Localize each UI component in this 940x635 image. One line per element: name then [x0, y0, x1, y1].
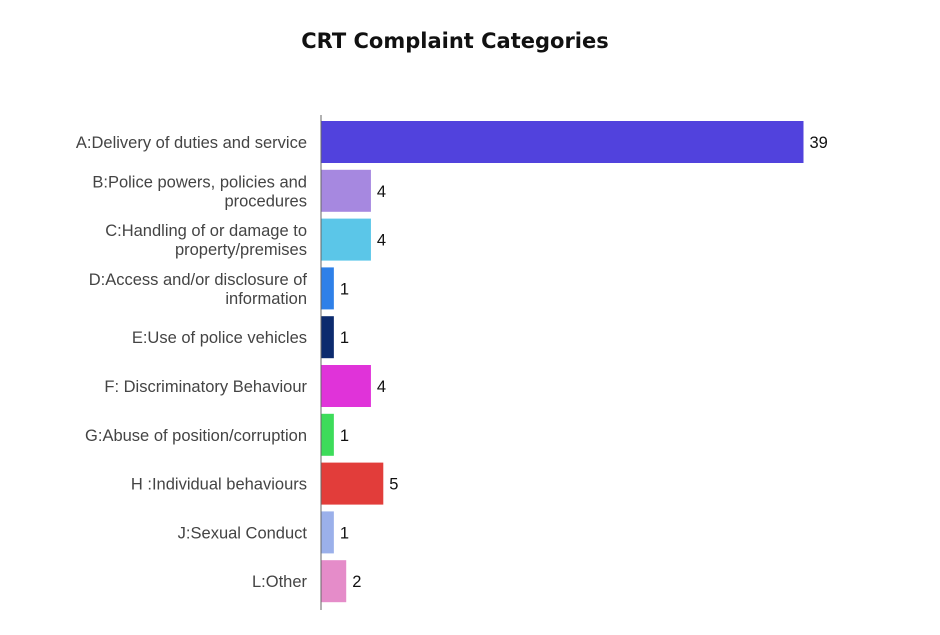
- bar: [321, 316, 334, 359]
- value-label: 1: [340, 427, 349, 445]
- category-label: B:Police powers, policies and: [92, 173, 307, 191]
- value-label: 4: [377, 183, 386, 201]
- category-label: G:Abuse of position/corruption: [85, 427, 307, 445]
- bar: [321, 413, 334, 456]
- bar: [321, 267, 334, 310]
- bar: [321, 560, 347, 603]
- bar: [321, 218, 371, 261]
- category-label: procedures: [224, 192, 307, 210]
- category-label: J:Sexual Conduct: [178, 524, 308, 542]
- category-label: D:Access and/or disclosure of: [89, 271, 308, 289]
- category-label: A:Delivery of duties and service: [76, 134, 307, 152]
- category-label: E:Use of police vehicles: [132, 329, 307, 347]
- bars-layer: [321, 121, 804, 603]
- category-label: L:Other: [252, 573, 308, 591]
- value-label: 1: [340, 524, 349, 542]
- category-label: F: Discriminatory Behaviour: [104, 378, 307, 396]
- value-label: 2: [352, 573, 361, 591]
- value-label: 1: [340, 329, 349, 347]
- value-label: 1: [340, 280, 349, 298]
- category-label: C:Handling of or damage to: [105, 222, 307, 240]
- value-label: 39: [810, 134, 828, 152]
- chart-title: CRT Complaint Categories: [301, 29, 609, 53]
- value-label: 5: [389, 476, 398, 494]
- value-label: 4: [377, 378, 386, 396]
- bar: [321, 462, 384, 505]
- category-label: H :Individual behaviours: [131, 476, 307, 494]
- category-label: information: [225, 290, 307, 308]
- bar: [321, 511, 334, 554]
- category-label: property/premises: [175, 241, 307, 259]
- bar: [321, 121, 804, 163]
- category-labels: A:Delivery of duties and service B:Police…: [76, 134, 308, 591]
- bar: [321, 169, 371, 212]
- bar: [321, 365, 371, 407]
- value-label: 4: [377, 232, 386, 250]
- value-labels: 39 4 4 1 1 4 1 5 1 2: [340, 134, 828, 591]
